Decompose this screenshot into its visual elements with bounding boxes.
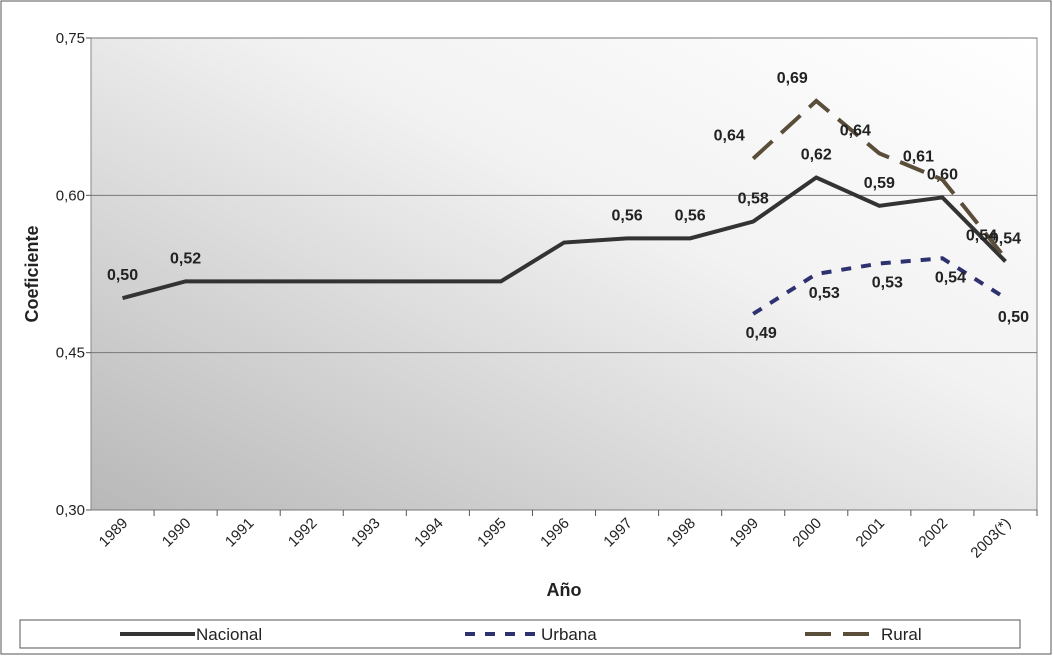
y-axis-title: Coeficiente	[22, 225, 42, 322]
y-tick-label: 0,45	[56, 345, 85, 362]
x-axis-title: Año	[547, 580, 582, 600]
value-label: 0,60	[927, 166, 958, 183]
legend-label: Nacional	[196, 625, 262, 644]
value-label: 0,52	[170, 250, 201, 267]
value-label: 0,50	[998, 309, 1029, 326]
value-label: 0,54	[935, 269, 966, 286]
legend-label: Rural	[881, 625, 922, 644]
value-label: 0,54	[966, 227, 997, 244]
value-label: 0,56	[675, 207, 706, 224]
value-label: 0,64	[714, 128, 745, 145]
y-tick-label: 0,75	[56, 30, 85, 47]
value-label: 0,49	[746, 325, 777, 342]
value-label: 0,59	[864, 175, 895, 192]
series-line	[752, 256, 1007, 316]
value-label: 0,56	[611, 207, 642, 224]
value-label: 0,53	[872, 275, 903, 292]
value-label: 0,69	[777, 70, 808, 87]
series-line	[751, 98, 1008, 260]
value-label: 0,64	[840, 122, 871, 139]
value-label: 0,54	[990, 230, 1021, 247]
value-label: 0,61	[903, 149, 934, 166]
y-tick-label: 0,60	[56, 187, 85, 204]
plot-area	[90, 37, 1038, 511]
value-label: 0,58	[738, 191, 769, 208]
series-line	[122, 175, 1007, 301]
y-tick-label: 0,30	[56, 502, 85, 519]
value-label: 0,62	[801, 147, 832, 164]
legend-label: Urbana	[541, 625, 597, 644]
value-label: 0,53	[809, 285, 840, 302]
value-label: 0,50	[107, 267, 138, 284]
